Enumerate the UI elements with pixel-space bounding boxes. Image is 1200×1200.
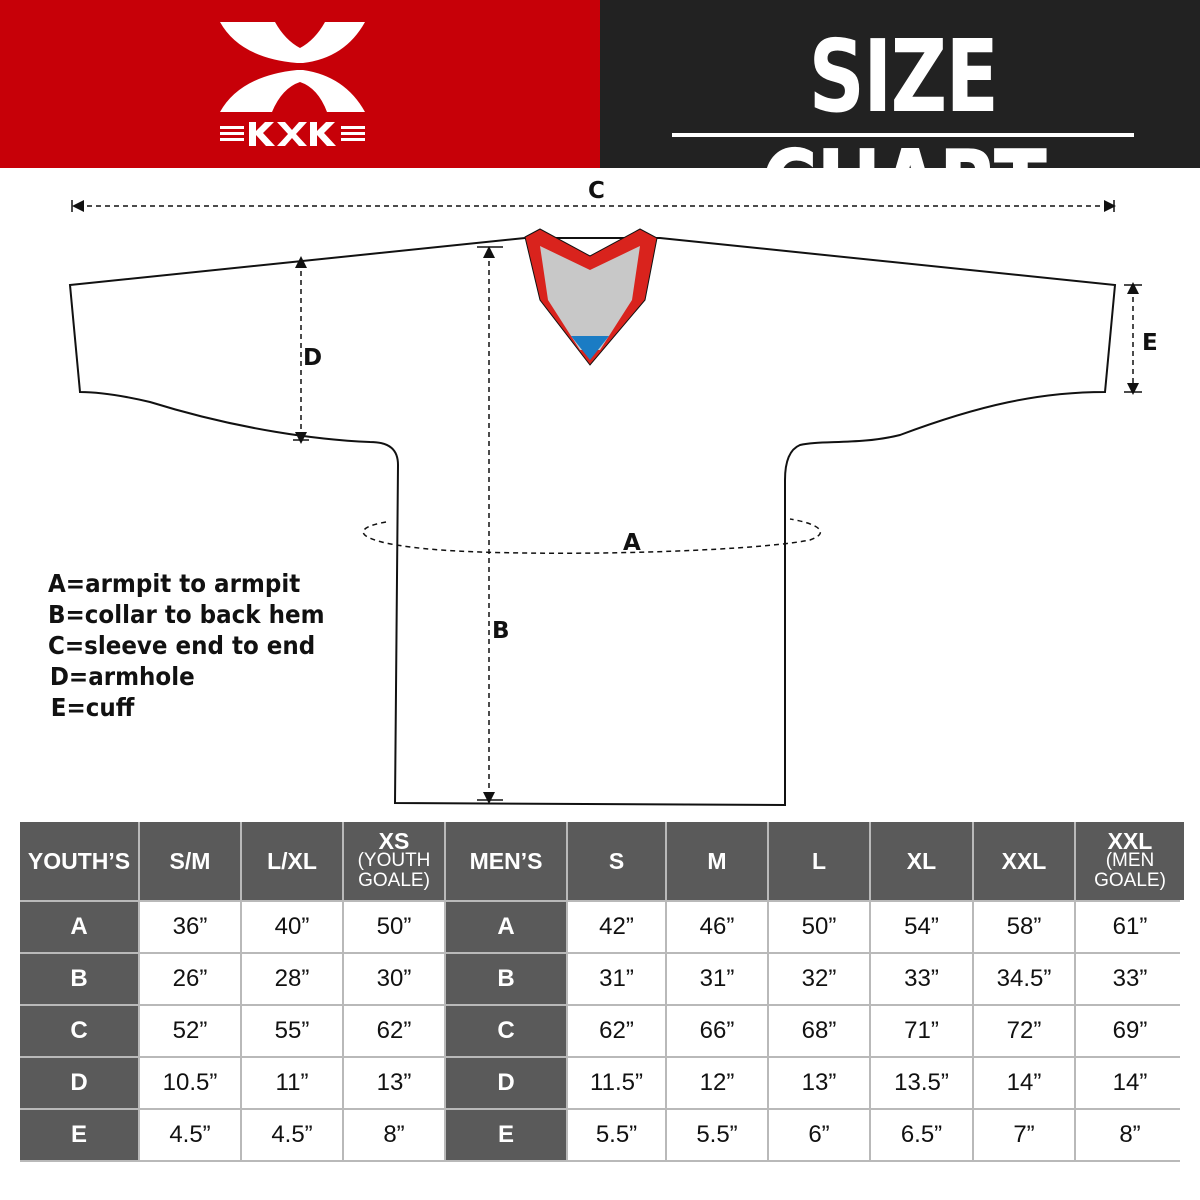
row-label: B xyxy=(446,954,566,1004)
size-value: 11.5” xyxy=(568,1058,665,1108)
size-value: 40” xyxy=(242,902,342,952)
men-size-header: S xyxy=(568,822,665,900)
size-value: 13” xyxy=(344,1058,444,1108)
size-value: 66” xyxy=(667,1006,767,1056)
size-label: S/M xyxy=(169,848,211,874)
men-header: MEN’S xyxy=(446,822,566,900)
size-value: 8” xyxy=(1076,1110,1184,1160)
size-value: 32” xyxy=(769,954,869,1004)
men-size-header: L xyxy=(769,822,869,900)
brand-banner xyxy=(0,0,600,168)
size-value: 14” xyxy=(974,1058,1074,1108)
label-b: B xyxy=(492,618,510,644)
label-c: C xyxy=(588,178,605,204)
legend-item: B=collar to back hem xyxy=(48,600,325,629)
size-label: XXL xyxy=(1001,848,1047,874)
legend-item: C=sleeve end to end xyxy=(48,631,316,660)
size-value: 31” xyxy=(568,954,665,1004)
youth-size-header: S/M xyxy=(140,822,240,900)
size-value: 28” xyxy=(242,954,342,1004)
size-value: 62” xyxy=(344,1006,444,1056)
size-value: 6” xyxy=(769,1110,869,1160)
row-label: B xyxy=(20,954,138,1004)
size-label: L xyxy=(811,848,827,874)
size-value: 26” xyxy=(140,954,240,1004)
collar-inner xyxy=(540,246,640,350)
label-d: D xyxy=(303,345,322,371)
size-value: 61” xyxy=(1076,902,1184,952)
size-value: 55” xyxy=(242,1006,342,1056)
row-label: A xyxy=(20,902,138,952)
men-size-header: XL xyxy=(871,822,972,900)
row-label: C xyxy=(446,1006,566,1056)
men-size-header: XXL xyxy=(974,822,1074,900)
kxk-logo xyxy=(220,22,365,146)
row-label: A xyxy=(446,902,566,952)
legend-item: A=armpit to armpit xyxy=(48,569,301,598)
size-value: 4.5” xyxy=(140,1110,240,1160)
size-value: 72” xyxy=(974,1006,1074,1056)
size-value: 30” xyxy=(344,954,444,1004)
size-value: 42” xyxy=(568,902,665,952)
size-sublabel: (MEN GOALE) xyxy=(1094,850,1166,891)
size-value: 33” xyxy=(1076,954,1184,1004)
label-a: A xyxy=(623,530,641,556)
title-banner xyxy=(600,0,1200,168)
size-label: XL xyxy=(906,848,937,874)
size-value: 54” xyxy=(871,902,972,952)
youth-size-header: XS (YOUTH GOALE) xyxy=(344,822,444,900)
row-label: E xyxy=(446,1110,566,1160)
size-value: 6.5” xyxy=(871,1110,972,1160)
size-value: 4.5” xyxy=(242,1110,342,1160)
size-value: 36” xyxy=(140,902,240,952)
size-value: 71” xyxy=(871,1006,972,1056)
size-value: 68” xyxy=(769,1006,869,1056)
legend-item: E=cuff xyxy=(50,693,135,722)
size-value: 5.5” xyxy=(568,1110,665,1160)
measurement-legend: A=armpit to armpit B=collar to back hem … xyxy=(48,568,349,723)
men-size-header: XXL (MEN GOALE) xyxy=(1076,822,1184,900)
size-value: 33” xyxy=(871,954,972,1004)
row-label: C xyxy=(20,1006,138,1056)
size-value: 13” xyxy=(769,1058,869,1108)
men-size-header: M xyxy=(667,822,767,900)
title-underline xyxy=(672,133,1134,137)
size-label: XS xyxy=(378,828,410,854)
legend-item: D=armhole xyxy=(49,662,195,691)
size-value: 14” xyxy=(1076,1058,1184,1108)
page-title: SIZE CHART xyxy=(760,18,1047,245)
youth-header: YOUTH’S xyxy=(20,822,138,900)
size-sublabel: (YOUTH GOALE) xyxy=(357,850,431,891)
size-value: 12” xyxy=(667,1058,767,1108)
collar-tip xyxy=(571,336,609,360)
row-label: D xyxy=(446,1058,566,1108)
size-value: 13.5” xyxy=(871,1058,972,1108)
size-value: 10.5” xyxy=(140,1058,240,1108)
size-label: L/XL xyxy=(267,848,317,874)
size-value: 31” xyxy=(667,954,767,1004)
row-label: E xyxy=(20,1110,138,1160)
row-label: D xyxy=(20,1058,138,1108)
size-label: S xyxy=(608,848,625,874)
size-value: 58” xyxy=(974,902,1074,952)
size-value: 50” xyxy=(344,902,444,952)
jersey-diagram: C D E A B xyxy=(68,178,1158,807)
jersey-outline xyxy=(68,237,1117,807)
size-value: 46” xyxy=(667,902,767,952)
size-value: 62” xyxy=(568,1006,665,1056)
size-value: 5.5” xyxy=(667,1110,767,1160)
size-value: 50” xyxy=(769,902,869,952)
a-measure-line xyxy=(362,518,822,555)
size-label: XXL xyxy=(1107,828,1153,854)
size-value: 69” xyxy=(1076,1006,1184,1056)
size-value: 34.5” xyxy=(974,954,1074,1004)
size-value: 8” xyxy=(344,1110,444,1160)
label-e: E xyxy=(1142,330,1158,356)
youth-size-header: L/XL xyxy=(242,822,342,900)
size-value: 52” xyxy=(140,1006,240,1056)
size-value: 7” xyxy=(974,1110,1074,1160)
size-table: YOUTH’S S/M L/XL XS (YOUTH GOALE) MEN’S S M L XL X… xyxy=(20,822,1184,1162)
size-label: M xyxy=(707,848,727,874)
size-value: 11” xyxy=(242,1058,342,1108)
